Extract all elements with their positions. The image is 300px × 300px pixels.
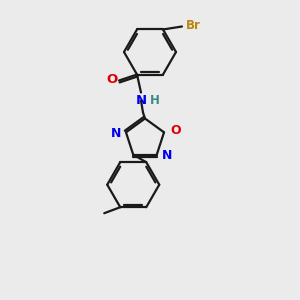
Text: N: N: [111, 127, 121, 140]
Text: Br: Br: [186, 19, 201, 32]
Text: O: O: [170, 124, 181, 137]
Text: O: O: [106, 73, 118, 86]
Text: N: N: [135, 94, 147, 106]
Text: H: H: [150, 94, 160, 106]
Text: N: N: [162, 149, 172, 162]
